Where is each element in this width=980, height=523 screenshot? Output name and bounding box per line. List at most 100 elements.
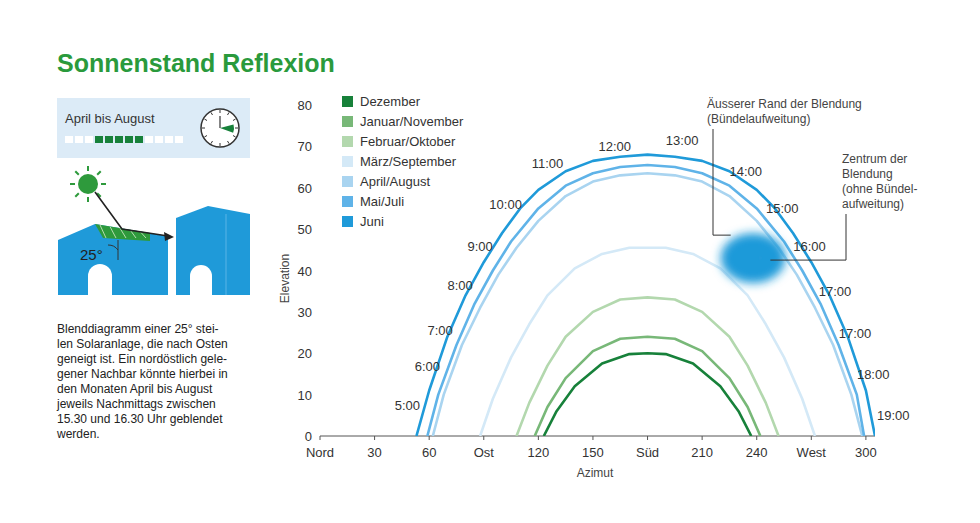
info-box (57, 98, 250, 158)
x-tick (592, 436, 593, 440)
description-line: 15.30 und 16.30 Uhr geblendet (57, 412, 223, 426)
month-square (135, 136, 143, 143)
time-label: 8:00 (447, 278, 472, 293)
time-label: 17:00 (819, 284, 852, 299)
legend-swatch (342, 216, 353, 227)
page: Sonnenstand Reflexion April bis August 25°… (0, 0, 980, 523)
time-label: 11:00 (532, 156, 564, 171)
legend-label: Februar/Oktober (360, 134, 456, 149)
panel-stripe (110, 227, 116, 238)
time-label: 15:00 (766, 201, 799, 216)
sun-ray (75, 171, 79, 175)
legend-swatch (342, 156, 353, 167)
annotation-text: (ohne Bündel- (842, 182, 917, 196)
title: Sonnenstand Reflexion (57, 49, 335, 77)
x-tick-label: Süd (636, 445, 659, 460)
info-label: April bis August (65, 111, 155, 126)
clock-face (201, 109, 239, 147)
series-line (427, 165, 864, 436)
x-tick (811, 436, 812, 440)
angle-label: 25° (80, 246, 103, 263)
glare-center (758, 256, 762, 260)
clock-tick (204, 119, 207, 121)
clock-tick (202, 128, 205, 129)
time-label: 14:00 (730, 164, 763, 179)
legend-label: Mai/Juli (360, 194, 404, 209)
legend-swatch (342, 136, 353, 147)
month-square (105, 136, 113, 143)
annotation-text: Blendung (842, 167, 893, 181)
clock-tick (204, 136, 207, 138)
x-tick (756, 436, 757, 440)
x-tick (702, 436, 703, 440)
description-line: werden. (56, 427, 100, 441)
x-tick-label: 150 (582, 445, 604, 460)
month-square (65, 136, 73, 143)
legend-label: Dezember (360, 94, 421, 109)
description-line: jeweils Nachmittags zwischen (56, 397, 216, 411)
x-tick-label: West (797, 445, 827, 460)
door (190, 265, 212, 295)
description-line: den Monaten April bis August (57, 382, 213, 396)
month-square (145, 136, 153, 143)
series-line (416, 155, 875, 436)
time-label: 19:00 (877, 408, 910, 423)
month-square (85, 136, 93, 143)
x-tick-label: 60 (422, 445, 436, 460)
legend-label: März/September (360, 154, 457, 169)
time-label: 18:00 (857, 367, 890, 382)
sun-ray (87, 197, 89, 202)
legend-label: Juni (360, 214, 384, 229)
clock-tick (233, 136, 236, 138)
building-left (58, 224, 168, 295)
glare-zone (721, 233, 786, 283)
sun-ray (87, 166, 89, 171)
clock-tick (211, 141, 213, 144)
y-tick-label: 0 (305, 429, 312, 444)
time-label: 16:00 (793, 239, 826, 254)
x-tick-label: Ost (474, 445, 495, 460)
sun-ray (101, 183, 106, 185)
x-tick (865, 436, 866, 440)
description-line: len Solaranlage, die nach Osten (57, 337, 228, 351)
annotation-text: Zentrum der (842, 152, 907, 166)
y-tick-label: 40 (298, 264, 312, 279)
time-label: 6:00 (415, 359, 440, 374)
x-tick (483, 436, 484, 440)
month-square (155, 136, 163, 143)
door (88, 264, 112, 295)
angle-arc (108, 245, 118, 250)
x-tick (320, 436, 321, 440)
description-line: geneigt ist. Ein nordöstlich gele- (57, 352, 227, 366)
leader-line (770, 214, 846, 260)
clock-tick (220, 110, 221, 113)
building-edge (226, 214, 227, 295)
legend-swatch (342, 176, 353, 187)
legend-label: Januar/November (360, 114, 464, 129)
clock-tick (211, 112, 213, 115)
legend-swatch (342, 116, 353, 127)
clock-tick (228, 141, 230, 144)
clock-tick (233, 119, 236, 121)
y-tick-label: 70 (298, 139, 312, 154)
legend-swatch (342, 196, 353, 207)
time-label: 13:00 (666, 133, 699, 148)
annotation-text: aufweitung) (842, 197, 904, 211)
series-line (517, 297, 779, 436)
leader-line (713, 129, 731, 235)
time-label: 17:00 (839, 326, 872, 341)
x-axis (320, 436, 875, 437)
month-square (175, 136, 183, 143)
series-line (535, 337, 761, 436)
y-tick-label: 30 (298, 305, 312, 320)
clock-hand (219, 116, 220, 128)
y-tick-label: 60 (298, 181, 312, 196)
panel-stripe (100, 225, 106, 238)
y-tick-label: 20 (298, 346, 312, 361)
x-tick (429, 436, 430, 440)
time-label: 7:00 (427, 323, 452, 338)
x-tick-label: 240 (746, 445, 768, 460)
series-line (433, 173, 862, 436)
x-tick (647, 436, 648, 440)
clock-tick (235, 128, 238, 129)
